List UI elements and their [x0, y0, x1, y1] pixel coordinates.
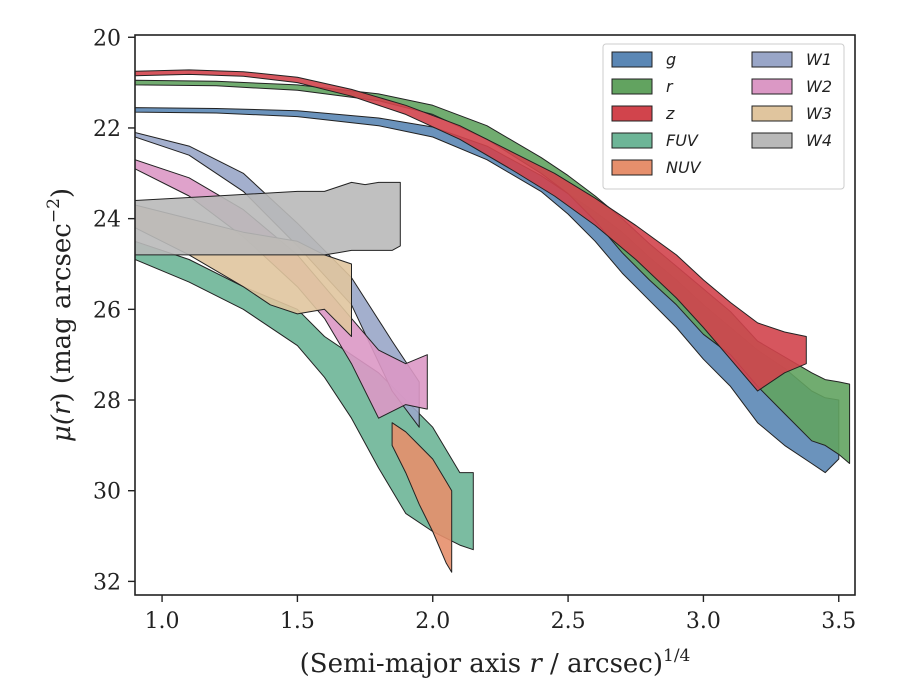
x-tick-label: 2.5: [551, 609, 586, 634]
x-tick-label: 3.5: [821, 609, 856, 634]
band-nuv: [391, 422, 453, 573]
legend-label-w1: W1: [806, 50, 832, 69]
legend-label-w2: W2: [806, 77, 832, 96]
band-w1: [135, 132, 420, 428]
legend-swatch-w4: [751, 132, 793, 149]
legend-swatch-nuv: [611, 159, 653, 176]
series-bands: [135, 69, 851, 573]
y-tick-label: 30: [93, 480, 121, 505]
legend-label-r: r: [666, 77, 674, 96]
y-tick-label: 24: [93, 208, 121, 233]
band-w4: [135, 181, 401, 256]
y-axis: 20 22 24 26 28 30 32: [93, 26, 135, 595]
x-tick-label: 1.5: [280, 609, 315, 634]
plot-frame: [134, 34, 856, 596]
legend-swatch-z: [611, 105, 653, 122]
legend-label-w4: W4: [806, 131, 832, 150]
y-tick-label: 32: [93, 570, 121, 595]
x-axis-title: (Semi-major axis r / arcsec)1/4: [300, 646, 691, 679]
y-tick-label: 20: [93, 26, 121, 51]
legend-swatch-fuv: [611, 132, 653, 149]
legend-label-w3: W3: [806, 104, 832, 123]
x-tick-label: 1.0: [145, 609, 180, 634]
band-fuv: [135, 240, 474, 551]
x-tick-label: 2.0: [415, 609, 450, 634]
legend-label-nuv: NUV: [666, 158, 702, 177]
band-z: [135, 69, 807, 392]
legend-swatch-r: [611, 78, 653, 95]
legend-label-z: z: [665, 104, 675, 123]
legend-label-fuv: FUV: [666, 131, 699, 150]
y-tick-label: 26: [93, 298, 121, 323]
legend-label-g: g: [666, 50, 676, 69]
x-axis: 1.0 1.5 2.0 2.5 3.0 3.5: [145, 595, 856, 634]
legend-swatch-w2: [751, 78, 793, 95]
x-tick-label: 3.0: [686, 609, 721, 634]
y-tick-label: 28: [93, 389, 121, 414]
legend-swatch-w1: [751, 51, 793, 68]
legend-swatch-g: [611, 51, 653, 68]
legend-swatch-w3: [751, 105, 793, 122]
legend: grz FUV NUV W1 W2 W3 W4: [602, 43, 845, 190]
y-tick-label: 22: [93, 117, 121, 142]
y-axis-title: μ(r) (mag arcsec−2): [44, 188, 77, 442]
